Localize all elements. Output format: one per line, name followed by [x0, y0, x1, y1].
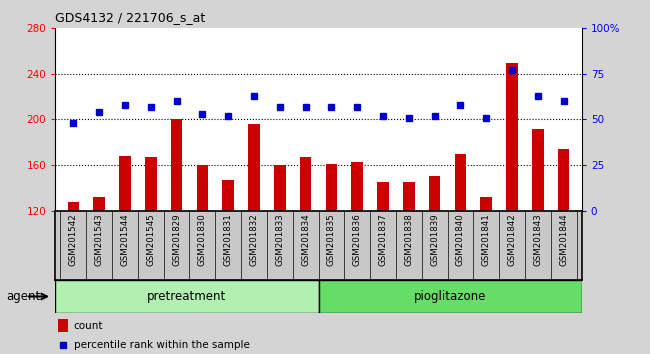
- Bar: [58, 319, 68, 332]
- Text: pioglitazone: pioglitazone: [414, 290, 486, 303]
- Text: GSM201545: GSM201545: [146, 213, 155, 266]
- Bar: [377, 182, 389, 211]
- Text: GSM201834: GSM201834: [301, 213, 310, 266]
- Text: pretreatment: pretreatment: [148, 290, 226, 303]
- Bar: [68, 201, 79, 211]
- Text: GSM201837: GSM201837: [378, 213, 387, 266]
- Text: GSM201843: GSM201843: [534, 213, 542, 266]
- Text: GSM201829: GSM201829: [172, 213, 181, 266]
- Bar: [196, 165, 208, 211]
- Bar: [454, 154, 466, 211]
- Bar: [506, 63, 518, 211]
- Text: GSM201831: GSM201831: [224, 213, 233, 266]
- Text: GSM201842: GSM201842: [508, 213, 517, 266]
- Bar: [532, 129, 543, 211]
- Bar: [171, 120, 183, 211]
- Text: GSM201844: GSM201844: [559, 213, 568, 266]
- Bar: [274, 165, 285, 211]
- Text: GSM201835: GSM201835: [327, 213, 336, 266]
- Bar: [94, 197, 105, 211]
- Text: agent: agent: [6, 290, 41, 303]
- Bar: [119, 156, 131, 211]
- Text: GDS4132 / 221706_s_at: GDS4132 / 221706_s_at: [55, 11, 205, 24]
- Bar: [326, 164, 337, 211]
- Text: GSM201839: GSM201839: [430, 213, 439, 266]
- Text: GSM201836: GSM201836: [353, 213, 361, 266]
- Text: GSM201830: GSM201830: [198, 213, 207, 266]
- Text: GSM201832: GSM201832: [250, 213, 259, 266]
- Bar: [145, 157, 157, 211]
- Text: GSM201833: GSM201833: [276, 213, 284, 266]
- Text: GSM201841: GSM201841: [482, 213, 491, 266]
- Bar: [318, 280, 582, 313]
- Bar: [300, 157, 311, 211]
- Text: GSM201544: GSM201544: [120, 213, 129, 266]
- Text: count: count: [73, 320, 103, 331]
- Text: GSM201838: GSM201838: [404, 213, 413, 266]
- Bar: [480, 197, 492, 211]
- Bar: [429, 176, 441, 211]
- Bar: [403, 182, 415, 211]
- Text: percentile rank within the sample: percentile rank within the sample: [73, 340, 250, 350]
- Text: GSM201840: GSM201840: [456, 213, 465, 266]
- Bar: [352, 162, 363, 211]
- Bar: [558, 149, 569, 211]
- Text: GSM201543: GSM201543: [95, 213, 103, 266]
- Bar: [55, 280, 318, 313]
- Text: GSM201542: GSM201542: [69, 213, 78, 266]
- Bar: [248, 124, 260, 211]
- Bar: [222, 180, 234, 211]
